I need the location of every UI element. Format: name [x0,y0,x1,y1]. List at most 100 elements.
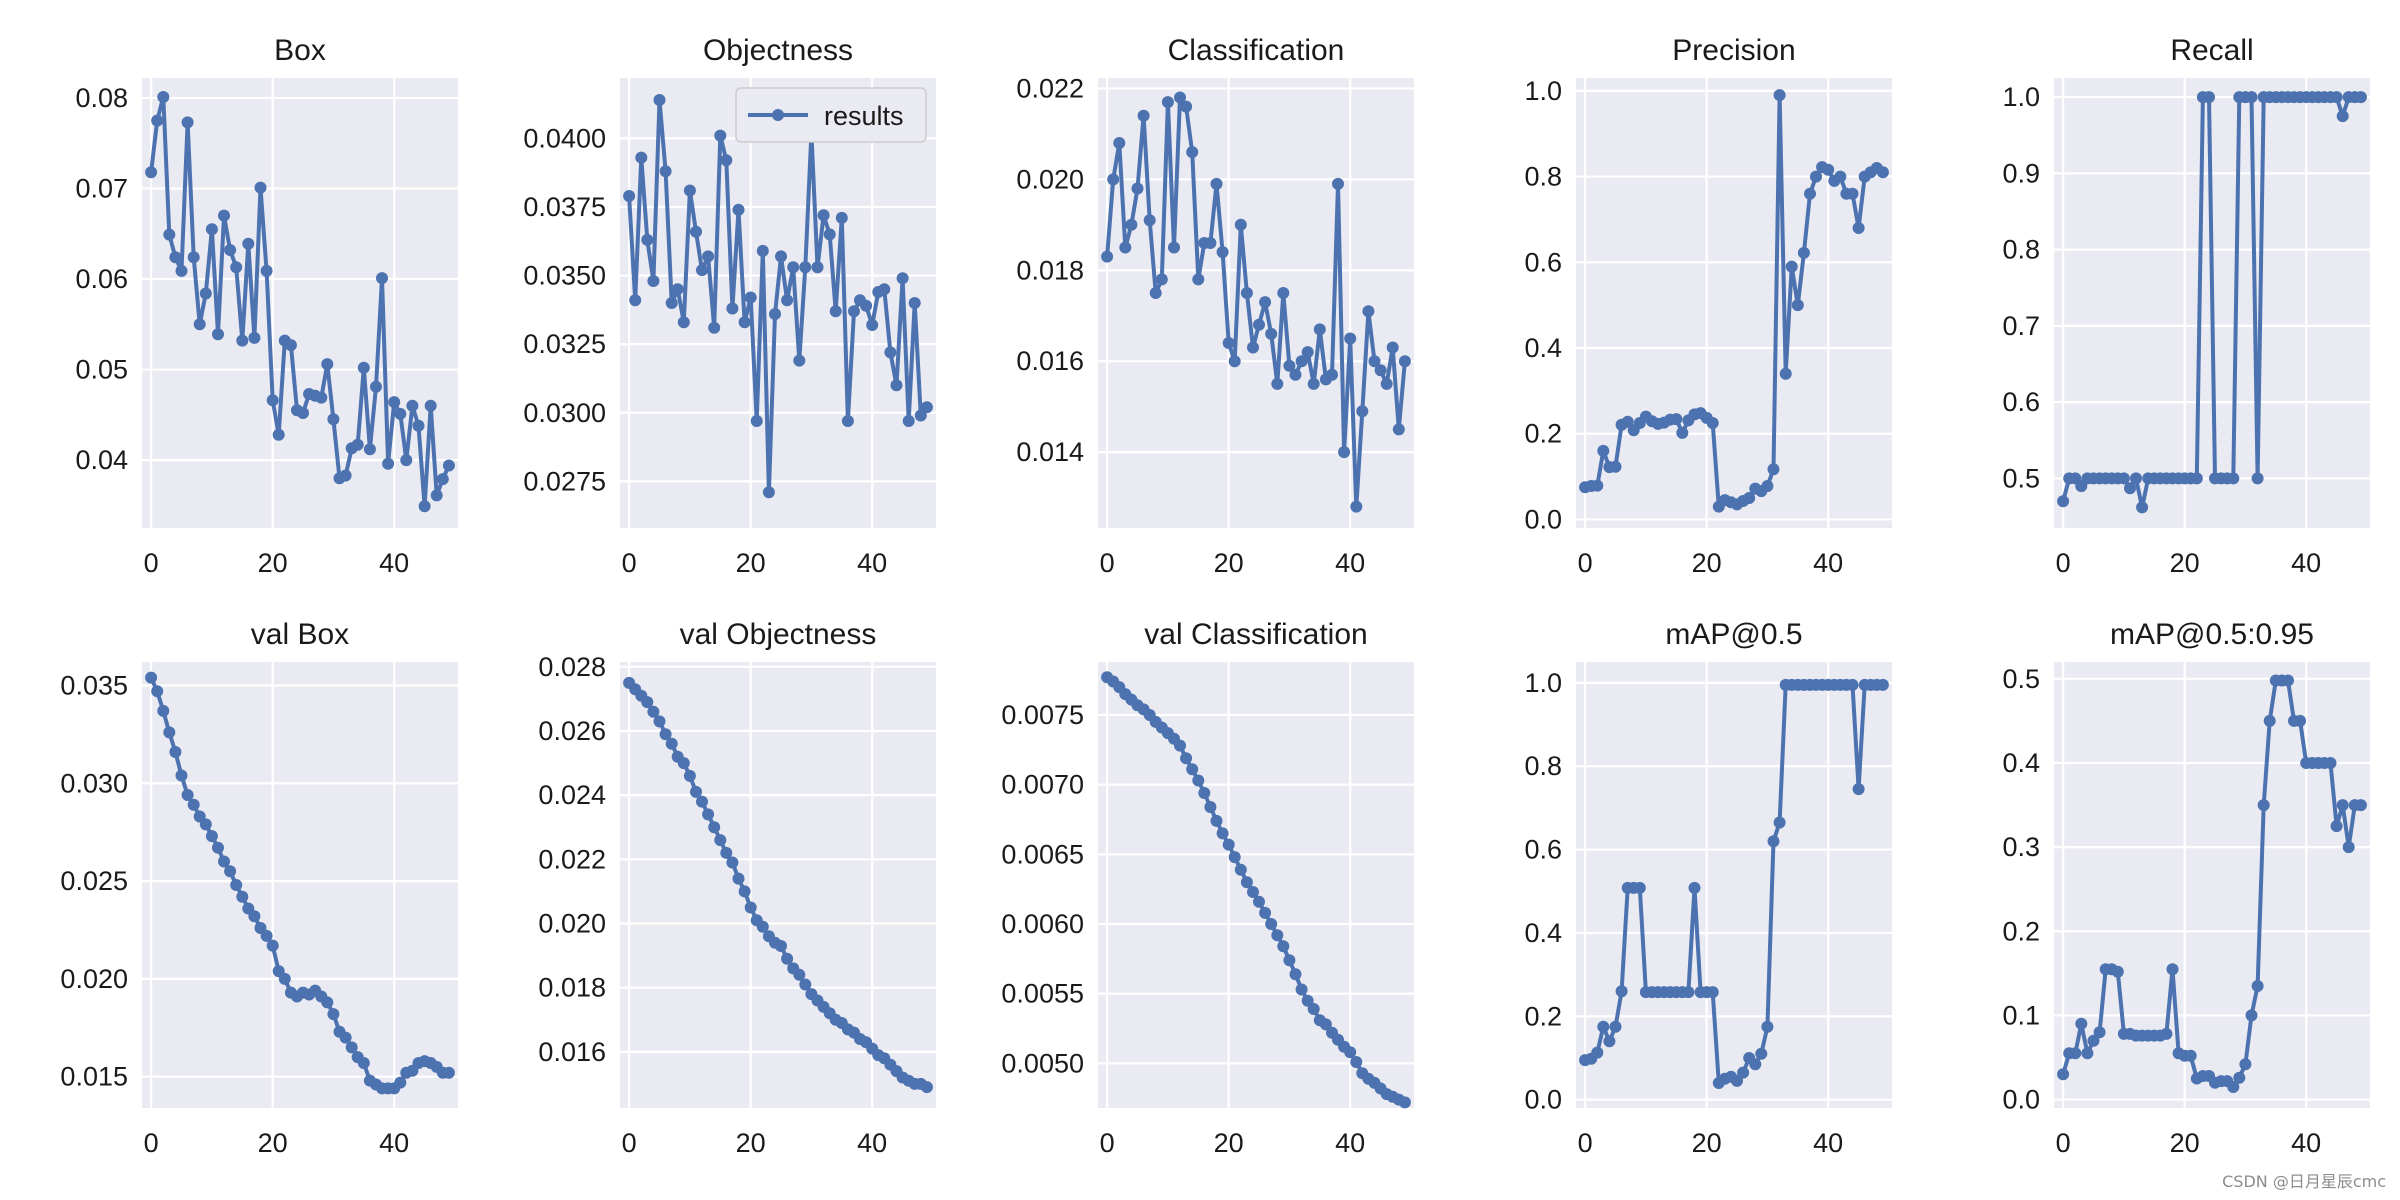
data-point [1186,763,1199,776]
data-point [799,261,812,274]
chart-title: mAP@0.5:0.95 [2110,618,2314,651]
data-point [902,415,915,427]
y-tick-label: 0.0075 [1001,700,1084,730]
data-point [218,855,230,868]
data-point [436,473,449,486]
data-point [841,415,854,427]
data-point [1168,241,1180,254]
y-tick-label: 0.6 [2002,387,2040,417]
x-tick-label: 20 [1692,1128,1722,1158]
data-point [1344,332,1357,345]
x-tick-label: 0 [144,548,159,578]
data-point [363,443,376,456]
y-tick-label: 0.015 [60,1062,128,1092]
legend-box [735,87,927,143]
data-point [187,798,200,811]
x-tick-label: 0 [622,548,637,578]
chart-title: Recall [2170,34,2253,67]
data-point [2336,110,2349,123]
y-tick-label: 0.2 [2002,916,2040,946]
data-point [799,978,812,991]
x-tick-label: 20 [1214,548,1244,578]
data-point [266,394,279,407]
legend: results [735,87,927,143]
x-tick-label: 40 [1335,1128,1365,1158]
data-point [205,223,218,236]
data-point [1822,163,1835,176]
data-point [2136,501,2149,514]
data-point [1228,355,1241,368]
data-point [635,151,648,164]
data-point [914,409,927,422]
data-point [205,830,218,843]
data-point [1591,1046,1604,1059]
data-point [224,865,237,878]
data-point [829,305,842,318]
data-point [744,291,757,304]
y-tick-label: 0.020 [60,964,128,994]
data-point [157,704,170,717]
data-point [1767,463,1780,476]
data-point [1380,377,1393,390]
data-point [394,407,407,420]
data-point [702,808,715,821]
y-tick-label: 0.4 [1524,333,1562,363]
y-tick-label: 0.022 [1016,73,1084,103]
data-point [212,328,224,341]
data-point [1737,1066,1750,1079]
data-point [1295,355,1308,368]
data-point [2263,714,2276,727]
data-point [145,166,158,179]
data-point [2227,472,2240,485]
data-point [321,996,334,1009]
x-tick-label: 0 [1578,548,1593,578]
data-point [671,283,684,296]
data-point [781,952,794,965]
data-point [2251,472,2264,485]
data-point [1326,368,1338,381]
data-point [1277,287,1290,299]
data-point [193,318,206,331]
data-point [1779,367,1792,380]
data-point [1313,323,1326,336]
data-point [272,428,285,441]
chart-title: val Objectness [680,618,877,651]
data-point [1743,492,1756,504]
data-point [2166,963,2179,976]
data-point [702,250,715,263]
data-point [629,294,642,307]
data-point [2330,820,2343,833]
data-point [442,459,455,472]
data-point [2233,1071,2246,1084]
data-point [677,757,690,770]
data-point [1676,426,1689,439]
y-tick-label: 0.3 [2002,832,2040,862]
plot-area [142,662,458,1108]
data-point [181,116,194,129]
data-point [382,457,395,470]
data-point [266,939,279,952]
y-tick-label: 0.016 [538,1037,606,1067]
x-tick-label: 40 [379,1128,409,1158]
data-point [1143,214,1156,227]
data-point [1350,1056,1363,1068]
data-point [2057,1068,2070,1081]
data-point [720,846,733,859]
data-point [714,129,727,142]
data-point [1362,305,1375,318]
data-point [738,316,751,329]
data-point [345,1041,358,1054]
y-tick-label: 0.0055 [1001,979,1084,1009]
data-point [1234,863,1247,876]
data-point [1621,415,1634,428]
x-tick-label: 0 [1100,1128,1115,1158]
subplot-6: 0 20 40 0.015 0.020 0.025 0.030 0.035 val Box [60,618,458,1158]
data-point [2190,472,2203,485]
data-point [1773,816,1786,829]
data-point [327,413,340,426]
data-point [1216,827,1229,840]
data-point [647,275,660,287]
data-point [1113,137,1126,149]
data-point [1131,182,1144,195]
data-point [1398,355,1411,368]
